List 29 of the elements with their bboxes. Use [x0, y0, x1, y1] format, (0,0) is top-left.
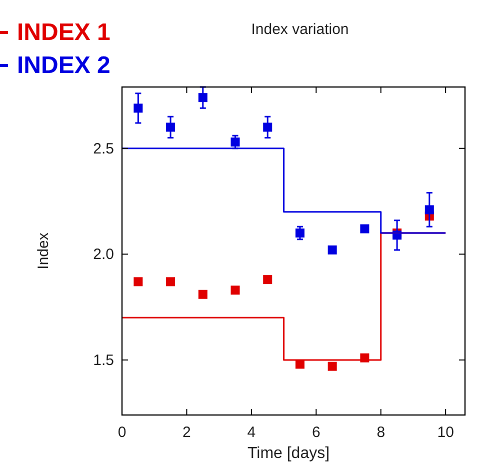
x-axis-title: Time [days]	[247, 445, 330, 462]
x-tick-label: 6	[312, 424, 320, 441]
point	[230, 138, 240, 147]
point	[424, 205, 434, 214]
x-tick-label: 10	[437, 424, 454, 441]
point	[263, 122, 272, 132]
x-tick-label: 4	[247, 424, 256, 441]
point	[166, 277, 176, 286]
point	[295, 228, 304, 238]
point	[328, 245, 337, 254]
y-axis-title: Index	[35, 232, 52, 270]
x-tick-label: 2	[182, 424, 191, 441]
point	[230, 286, 240, 295]
point	[263, 275, 272, 284]
point	[166, 122, 176, 132]
x-tick-label: 8	[376, 424, 386, 441]
legend-label: INDEX 1	[17, 19, 110, 46]
x-tick-label: 0	[118, 424, 126, 441]
point	[134, 277, 143, 286]
y-tick-label: 2.5	[93, 140, 114, 158]
point	[198, 93, 208, 102]
point	[360, 224, 370, 234]
y-tick-label: 2.0	[93, 246, 114, 264]
legend-label: INDEX 2	[17, 52, 110, 79]
chart-title: Index variation	[251, 21, 349, 38]
point	[134, 104, 143, 113]
y-tick-label: 1.5	[93, 352, 114, 369]
point	[328, 362, 337, 371]
point	[198, 290, 208, 299]
